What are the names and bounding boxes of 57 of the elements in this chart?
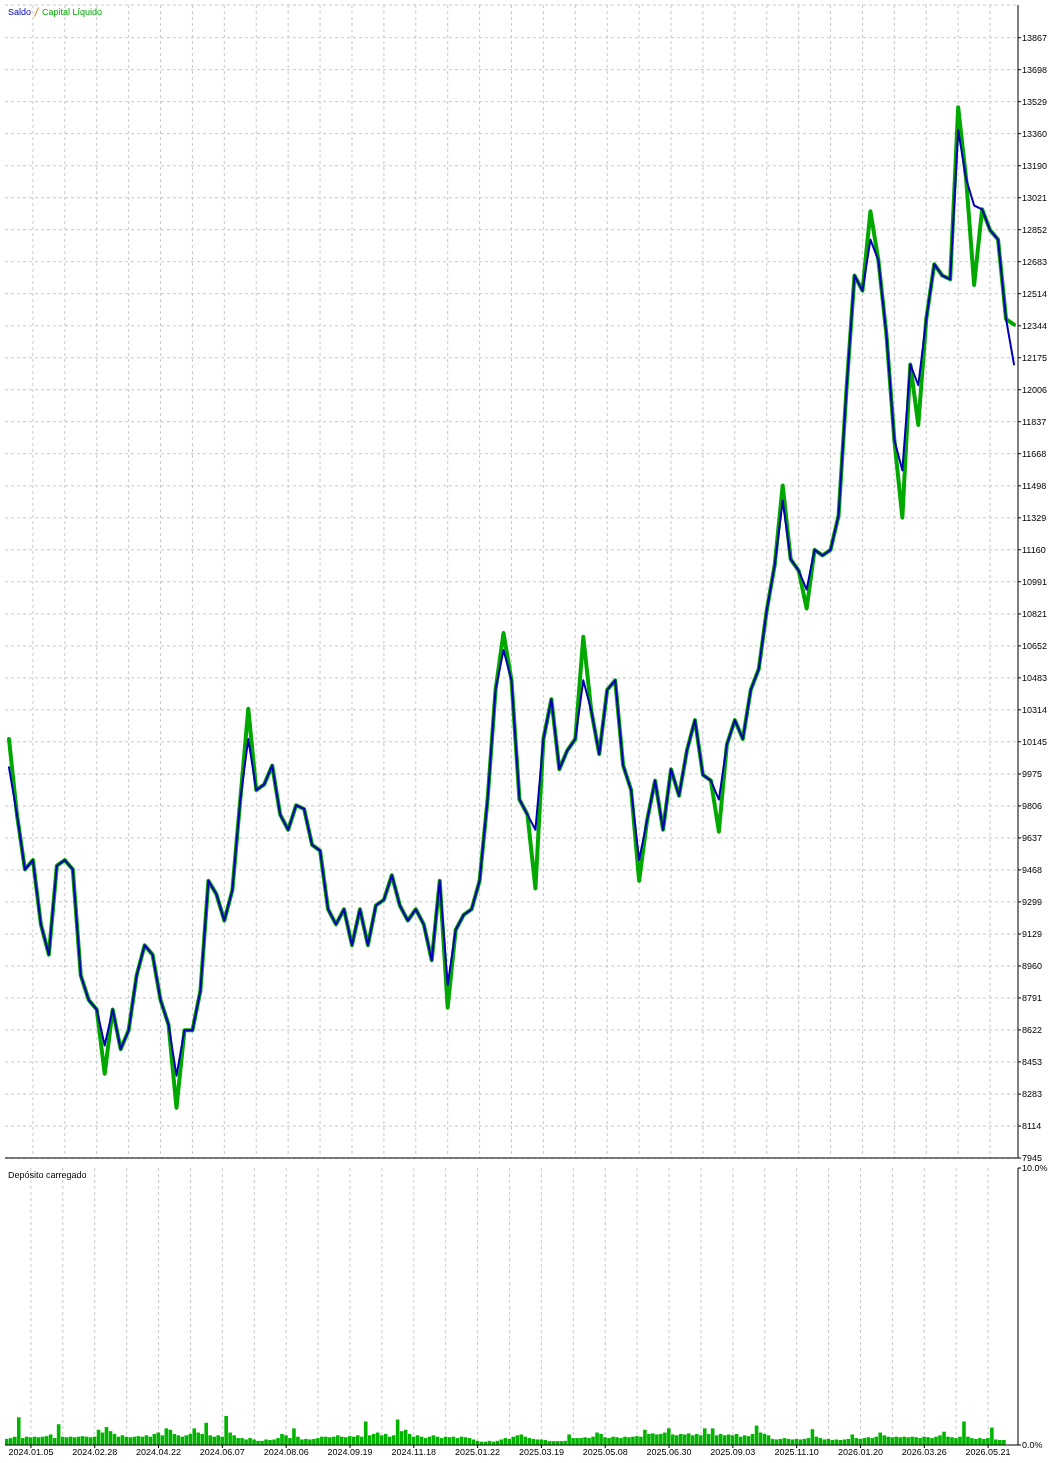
y-tick-label: 11160 xyxy=(1022,545,1046,556)
y-tick-label: 10483 xyxy=(1022,673,1048,684)
text: Saldo xyxy=(8,7,32,17)
y-tick-label: 12683 xyxy=(1022,256,1048,267)
y-tick-label: 13867 xyxy=(1022,32,1048,43)
y-tick-label: 12514 xyxy=(1022,288,1048,299)
y-tick-label: 7945 xyxy=(1022,1153,1043,1164)
y-tick-label: 0.0% xyxy=(1022,1440,1043,1451)
y-tick-label: 11498 xyxy=(1022,481,1047,492)
x-tick-label: 2026.03.26 xyxy=(901,1447,947,1458)
y-tick-label: 12175 xyxy=(1022,353,1048,363)
y-tick-label: 9468 xyxy=(1022,865,1043,876)
x-tick-label: 2024.04.22 xyxy=(136,1447,182,1458)
y-tick-label: 8622 xyxy=(1022,1025,1043,1036)
x-tick-label: 2026.01.20 xyxy=(837,1447,883,1458)
x-tick-label: 2025.09.03 xyxy=(710,1447,756,1458)
y-tick-label: 8114 xyxy=(1022,1121,1042,1132)
y-tick-label: 8960 xyxy=(1022,961,1043,972)
y-tick-label: 10821 xyxy=(1022,609,1048,620)
y-tick-label: 11329 xyxy=(1022,513,1047,524)
chart-title: Depósito carregado xyxy=(8,1170,87,1180)
y-tick-label: 13021 xyxy=(1022,192,1048,203)
text: Capital Líquido xyxy=(42,7,103,17)
y-tick-label: 8791 xyxy=(1022,993,1043,1004)
y-tick-label: 9129 xyxy=(1022,929,1043,940)
x-tick-label: 2025.01.22 xyxy=(455,1447,501,1458)
x-tick-label: 2024.06.07 xyxy=(199,1447,245,1458)
y-tick-label: 10991 xyxy=(1022,576,1048,587)
x-tick-label: 2024.09.19 xyxy=(327,1447,373,1458)
x-tick-label: 2026.05.21 xyxy=(965,1447,1011,1458)
x-tick-label: 2024.11.18 xyxy=(391,1447,436,1458)
x-tick-label: 2024.08.06 xyxy=(263,1447,309,1458)
y-tick-label: 9637 xyxy=(1022,833,1043,844)
y-tick-label: 13360 xyxy=(1022,128,1048,139)
y-tick-label: 12006 xyxy=(1022,384,1048,395)
y-tick-label: 10.0% xyxy=(1022,1163,1048,1174)
y-tick-label: 13190 xyxy=(1022,160,1048,171)
y-tick-label: 11668 xyxy=(1022,448,1047,459)
x-tick-label: 2025.06.30 xyxy=(646,1447,692,1458)
y-tick-label: 9299 xyxy=(1022,897,1043,908)
y-tick-label: 12344 xyxy=(1022,321,1048,332)
y-tick-label: 10652 xyxy=(1022,641,1048,652)
x-tick-label: 2024.01.05 xyxy=(8,1447,54,1458)
x-tick-label: 2025.05.08 xyxy=(582,1447,628,1458)
y-tick-label: 11837 xyxy=(1022,416,1047,427)
x-tick-label: 2025.03.19 xyxy=(518,1447,564,1458)
y-tick-label: 10145 xyxy=(1022,737,1048,748)
y-tick-label: 13529 xyxy=(1022,96,1048,107)
y-tick-label: 8453 xyxy=(1022,1057,1043,1068)
y-tick-label: 10314 xyxy=(1022,705,1048,716)
x-tick-label: 2024.02.28 xyxy=(72,1447,118,1458)
y-tick-label: 13698 xyxy=(1022,64,1048,75)
y-tick-label: 9975 xyxy=(1022,769,1043,780)
y-tick-label: 8283 xyxy=(1022,1089,1043,1100)
y-tick-label: 12852 xyxy=(1022,224,1048,235)
x-tick-label: 2025.11.10 xyxy=(774,1447,819,1458)
y-tick-label: 9806 xyxy=(1022,801,1043,812)
